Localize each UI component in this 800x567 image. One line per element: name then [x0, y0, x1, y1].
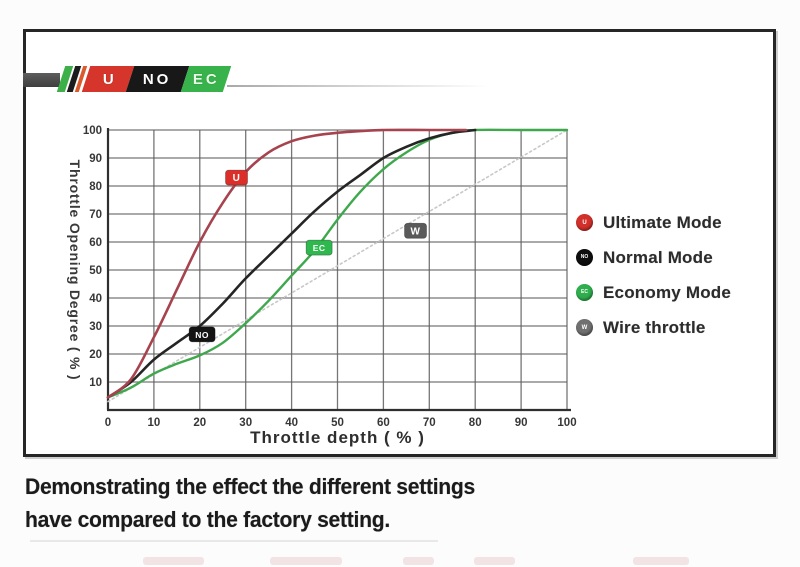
x-tick-label: 20	[193, 417, 206, 429]
caption: Demonstrating the effect the different s…	[25, 470, 563, 536]
curve-ultimate-mode	[106, 128, 468, 399]
y-tick-label: 30	[89, 321, 102, 333]
x-tick-label: 10	[148, 417, 161, 429]
y-tick-label: 10	[89, 377, 102, 389]
legend-label: Normal Mode	[603, 247, 713, 267]
logo-block-label: EC	[192, 70, 220, 88]
curve-normal-mode	[106, 128, 477, 399]
y-tick-label: 80	[89, 181, 102, 193]
caption-line-1: Demonstrating the effect the different s…	[25, 474, 475, 499]
badge-ec	[305, 239, 333, 256]
chart-panel: 0 10 20 30 40 50 60 70 80 90 100 10 20 30 40 50 60 70 80 90…	[23, 29, 776, 457]
y-tick-label: 20	[89, 349, 102, 361]
legend-item-economy-mode: EC Economy Mode	[576, 275, 731, 310]
scan-artifact	[143, 557, 204, 565]
scan-artifact	[633, 557, 689, 565]
legend-dot-icon: W	[576, 319, 593, 336]
x-tick-label: 30	[239, 417, 252, 429]
x-tick-label: 70	[423, 417, 436, 429]
logo-block-label: U	[102, 70, 114, 88]
legend-item-wire-throttle: W Wire throttle	[576, 310, 731, 345]
y-tick-label: 90	[89, 153, 102, 165]
legend-label: Economy Mode	[603, 282, 732, 302]
legend-dot-icon: U	[576, 214, 593, 231]
badge-u	[225, 169, 248, 186]
scan-artifact	[270, 557, 342, 565]
legend-item-normal-mode: NO Normal Mode	[576, 240, 731, 275]
chart-legend: U Ultimate Mode NO Normal Mode EC Economy Mod…	[576, 205, 731, 345]
x-tick-label: 60	[377, 417, 390, 429]
logo-block-ec: EC	[180, 66, 232, 92]
badge-label: U	[233, 173, 241, 184]
throttle-chart: 0 10 20 30 40 50 60 70 80 90 100 10 20 30 40 50 60 70 80 90…	[67, 125, 577, 447]
y-tick-label: 40	[89, 293, 102, 305]
logo-tail-line	[227, 85, 489, 87]
x-tick-label: 50	[331, 417, 344, 429]
scan-artifact	[403, 557, 434, 565]
badge-label: NO	[195, 330, 209, 340]
x-tick-label: 80	[469, 417, 482, 429]
y-tick-label: 50	[89, 265, 102, 277]
legend-dot-icon: EC	[576, 284, 593, 301]
curve-wire-throttle	[107, 129, 568, 403]
y-axis-title: Throttle Opening Degree ( % )	[67, 160, 83, 381]
unoec-logo: U NO EC	[23, 64, 503, 94]
legend-item-ultimate-mode: U Ultimate Mode	[576, 205, 731, 240]
legend-label: Ultimate Mode	[603, 212, 722, 232]
badge-w	[404, 222, 427, 239]
badge-label: W	[411, 226, 421, 237]
caption-line-2: have compared to the factory setting.	[25, 507, 390, 532]
legend-label: Wire throttle	[603, 317, 706, 337]
x-tick-label: 0	[105, 417, 111, 429]
x-tick-label: 40	[285, 417, 298, 429]
scan-artifact	[474, 557, 515, 565]
badge-no	[188, 326, 216, 343]
x-tick-label: 100	[557, 417, 576, 429]
logo-block-label: NO	[143, 70, 172, 88]
y-tick-label: 100	[83, 125, 102, 137]
badge-label: EC	[313, 243, 326, 253]
legend-dot-icon: NO	[576, 249, 593, 266]
y-tick-label: 70	[89, 209, 102, 221]
x-tick-label: 90	[515, 417, 528, 429]
logo-block-no: NO	[125, 66, 190, 92]
x-axis-title: Throttle depth ( % )	[250, 428, 425, 447]
scan-artifact	[30, 540, 438, 542]
logo-bar	[23, 73, 60, 87]
y-tick-label: 60	[89, 237, 102, 249]
